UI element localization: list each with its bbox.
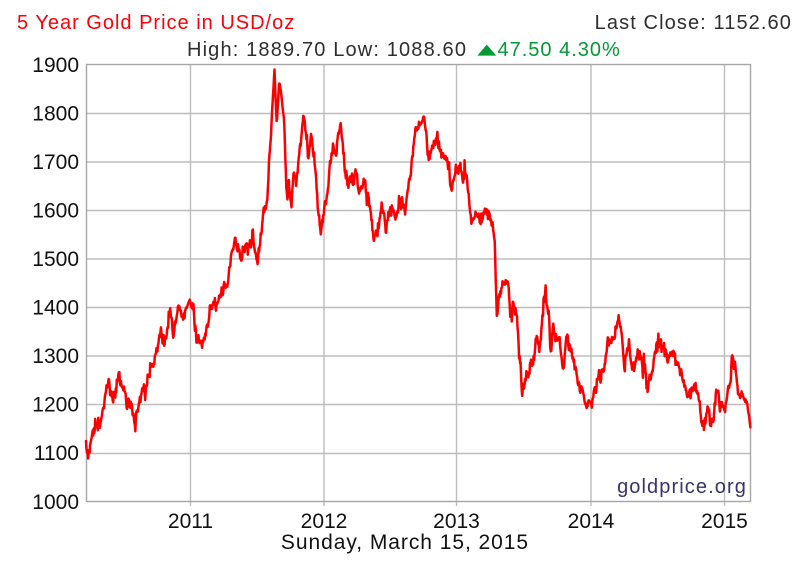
svg-text:1200: 1200 bbox=[32, 394, 79, 417]
svg-text:1000: 1000 bbox=[32, 491, 79, 514]
svg-text:2011: 2011 bbox=[168, 510, 213, 533]
svg-text:1600: 1600 bbox=[32, 200, 79, 223]
svg-text:2013: 2013 bbox=[433, 510, 480, 533]
svg-text:High: 1889.70 Low: 1088.60: High: 1889.70 Low: 1088.60 bbox=[187, 39, 467, 61]
svg-text:47.50 4.30%: 47.50 4.30% bbox=[498, 39, 621, 61]
svg-text:Last Close: 1152.60: Last Close: 1152.60 bbox=[595, 12, 792, 34]
svg-text:1400: 1400 bbox=[32, 297, 79, 320]
svg-text:2012: 2012 bbox=[301, 510, 348, 533]
svg-text:1500: 1500 bbox=[32, 248, 79, 271]
svg-text:1100: 1100 bbox=[34, 442, 79, 465]
svg-text:2015: 2015 bbox=[701, 510, 748, 533]
svg-text:goldprice.org: goldprice.org bbox=[617, 476, 747, 498]
svg-text:1700: 1700 bbox=[32, 151, 79, 174]
svg-text:5 Year Gold Price in USD/oz: 5 Year Gold Price in USD/oz bbox=[17, 12, 295, 34]
svg-text:1800: 1800 bbox=[32, 103, 79, 126]
svg-text:2014: 2014 bbox=[568, 510, 615, 533]
svg-text:1300: 1300 bbox=[32, 345, 79, 368]
svg-text:1900: 1900 bbox=[32, 54, 79, 77]
svg-text:Sunday, March 15, 2015: Sunday, March 15, 2015 bbox=[281, 531, 529, 554]
